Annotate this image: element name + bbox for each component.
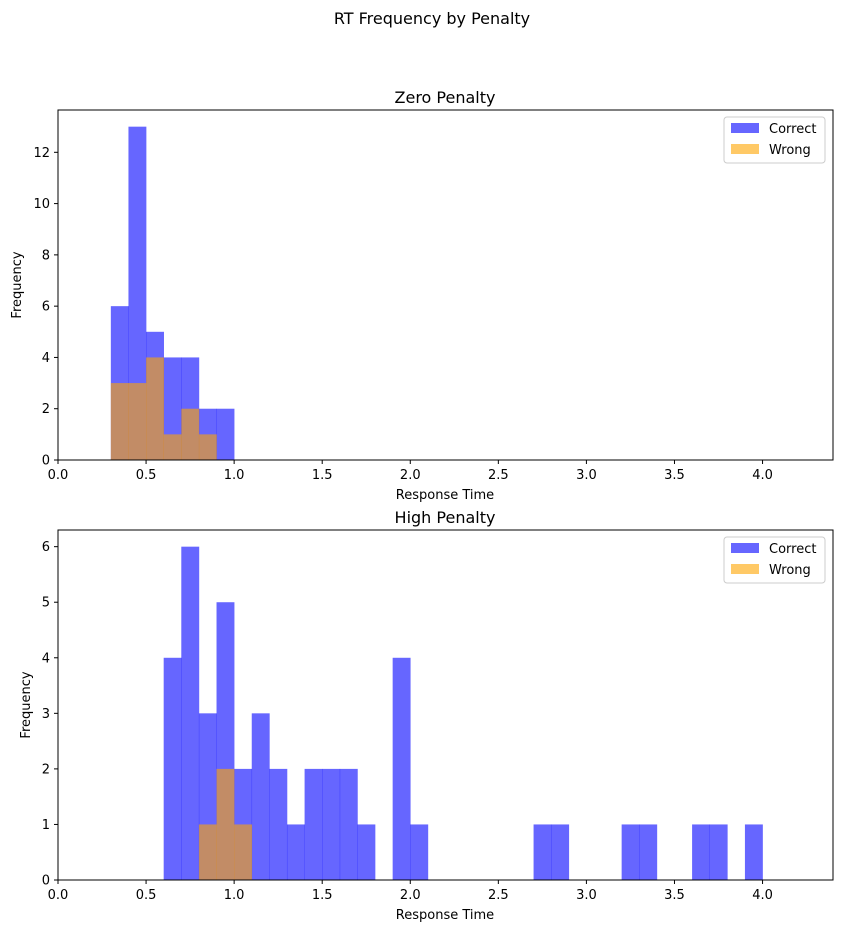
bar-correct bbox=[621, 824, 640, 880]
x-tick-label: 3.5 bbox=[664, 468, 685, 483]
bar-correct bbox=[339, 768, 358, 880]
bar-correct bbox=[357, 824, 376, 880]
y-tick-label: 2 bbox=[42, 402, 50, 417]
bar-correct bbox=[181, 546, 200, 880]
x-tick-label: 1.0 bbox=[224, 468, 245, 483]
subplot-zero-penalty: Zero Penalty 0.0 0.5 1.0 1.5 2.0 2.5 3.0 3.5 4.0… bbox=[10, 88, 834, 503]
legend-label-correct: Correct bbox=[769, 542, 816, 557]
legend-swatch-correct bbox=[731, 123, 759, 133]
bar-correct bbox=[744, 824, 763, 880]
x-tick-label: 1.0 bbox=[224, 888, 245, 903]
legend-swatch-correct bbox=[731, 543, 759, 553]
bar-wrong bbox=[146, 357, 164, 460]
legend: Correct Wrong bbox=[723, 536, 826, 584]
x-tick-label: 0.0 bbox=[48, 888, 69, 903]
y-tick-label: 6 bbox=[42, 300, 50, 315]
legend-label-correct: Correct bbox=[769, 122, 816, 137]
plot-area: 0.0 0.5 1.0 1.5 2.0 2.5 3.0 3.5 4.0 0 1 2 3 4 5 6 bbox=[42, 529, 834, 903]
bar-wrong bbox=[234, 824, 253, 880]
bar-wrong bbox=[110, 383, 129, 460]
bar-correct bbox=[692, 824, 711, 880]
y-tick-label: 3 bbox=[42, 707, 50, 722]
x-tick-label: 0.5 bbox=[136, 888, 157, 903]
y-tick-label: 10 bbox=[33, 197, 50, 212]
legend-label-wrong: Wrong bbox=[769, 563, 811, 578]
legend: Correct Wrong bbox=[723, 116, 826, 164]
y-tick-label: 0 bbox=[42, 874, 50, 889]
bar-wrong bbox=[181, 408, 200, 460]
bar-wrong bbox=[198, 434, 217, 460]
x-tick-label: 2.0 bbox=[400, 888, 421, 903]
x-tick-label: 4.0 bbox=[752, 888, 773, 903]
subplot-title: Zero Penalty bbox=[395, 88, 496, 107]
x-tick-label: 2.5 bbox=[488, 888, 509, 903]
bar-correct bbox=[216, 408, 235, 460]
bar-correct bbox=[410, 824, 429, 880]
x-axis-label: Response Time bbox=[396, 488, 494, 503]
bar-correct bbox=[163, 657, 182, 880]
y-tick-label: 4 bbox=[42, 351, 50, 366]
y-axis-label: Frequency bbox=[10, 251, 25, 318]
subplot-title: High Penalty bbox=[395, 508, 496, 527]
axes-frame bbox=[57, 109, 834, 461]
figure-suptitle: RT Frequency by Penalty bbox=[334, 9, 530, 28]
x-tick-label: 3.5 bbox=[664, 888, 685, 903]
x-tick-label: 2.5 bbox=[488, 468, 509, 483]
y-tick-label: 0 bbox=[42, 454, 50, 469]
x-tick-label: 2.0 bbox=[400, 468, 421, 483]
y-tick-label: 8 bbox=[42, 248, 50, 263]
bar-correct bbox=[304, 768, 323, 880]
bar-wrong bbox=[163, 434, 182, 460]
x-axis-label: Response Time bbox=[396, 908, 494, 923]
bar-correct bbox=[286, 824, 305, 880]
bar-correct bbox=[128, 126, 147, 461]
x-tick-label: 4.0 bbox=[752, 468, 773, 483]
legend-swatch-wrong bbox=[731, 144, 759, 154]
plot-area: 0.0 0.5 1.0 1.5 2.0 2.5 3.0 3.5 4.0 0 2 4 6 8 10 12 bbox=[33, 109, 834, 483]
y-tick-label: 2 bbox=[42, 762, 50, 777]
x-tick-label: 3.0 bbox=[576, 468, 597, 483]
series-wrong bbox=[198, 768, 253, 880]
legend-label-wrong: Wrong bbox=[769, 143, 811, 158]
x-tick-label: 1.5 bbox=[312, 468, 333, 483]
x-tick-label: 0.0 bbox=[48, 468, 69, 483]
bar-correct bbox=[551, 824, 570, 880]
y-tick-label: 6 bbox=[42, 540, 50, 555]
bar-correct bbox=[269, 768, 288, 880]
subplot-high-penalty: High Penalty 0.0 0.5 1.0 1.5 2.0 2.5 3.0 3.5 4.0… bbox=[19, 508, 834, 923]
y-tick-label: 1 bbox=[42, 818, 50, 833]
bar-correct bbox=[251, 713, 270, 880]
series-correct bbox=[163, 546, 763, 880]
bar-wrong bbox=[216, 768, 235, 880]
y-tick-label: 5 bbox=[42, 596, 50, 611]
axes-frame bbox=[57, 529, 834, 881]
bar-correct bbox=[392, 657, 411, 880]
x-tick-label: 3.0 bbox=[576, 888, 597, 903]
y-axis-label: Frequency bbox=[19, 671, 34, 738]
bar-correct bbox=[322, 768, 341, 880]
bar-correct bbox=[639, 824, 658, 880]
x-tick-label: 1.5 bbox=[312, 888, 333, 903]
bar-correct bbox=[533, 824, 552, 880]
x-tick-label: 0.5 bbox=[136, 468, 157, 483]
y-tick-label: 12 bbox=[33, 146, 50, 161]
bar-correct bbox=[709, 824, 728, 880]
legend-swatch-wrong bbox=[731, 564, 759, 574]
series-wrong bbox=[110, 357, 217, 460]
y-tick-label: 4 bbox=[42, 651, 50, 666]
bar-wrong bbox=[198, 824, 217, 880]
bar-wrong bbox=[128, 383, 147, 460]
